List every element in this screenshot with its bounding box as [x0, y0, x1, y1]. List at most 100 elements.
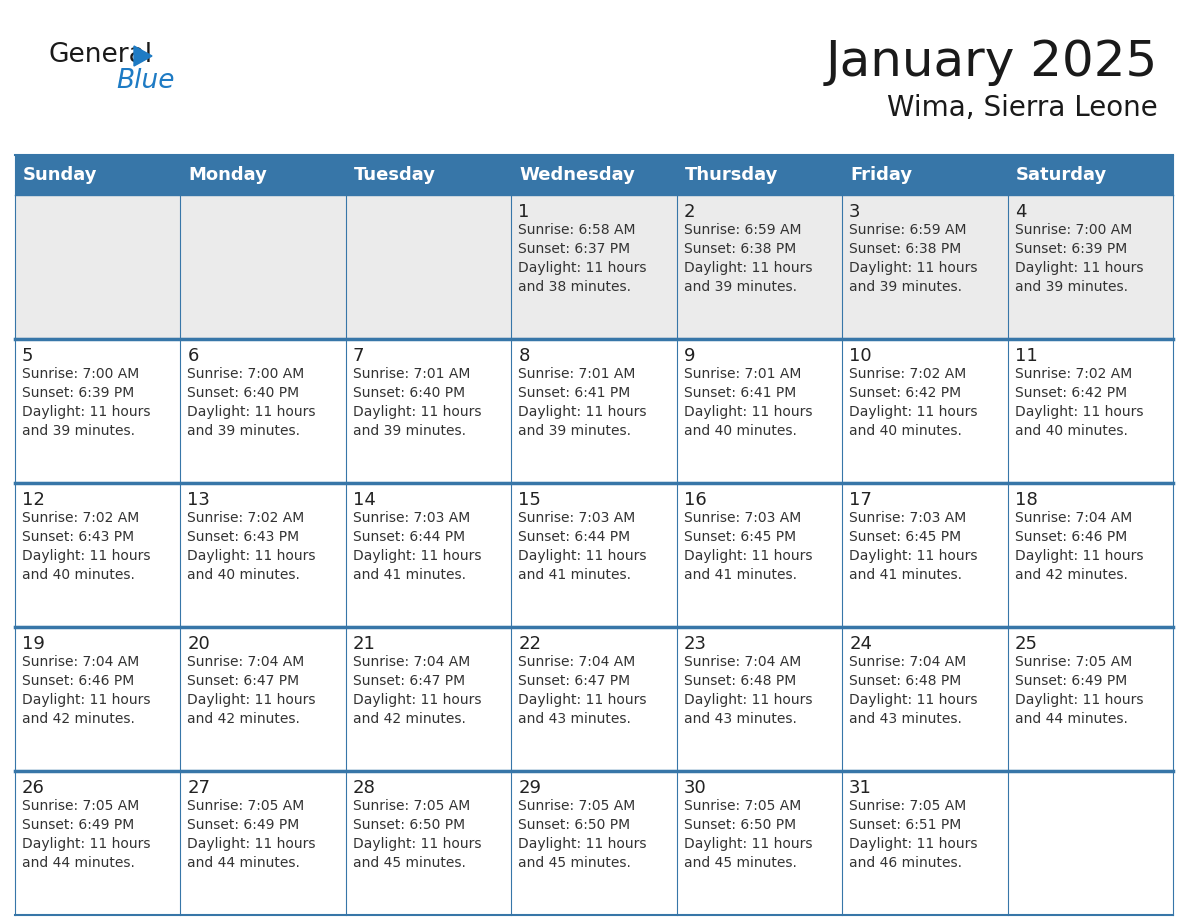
Text: Sunrise: 7:05 AM
Sunset: 6:49 PM
Daylight: 11 hours
and 44 minutes.: Sunrise: 7:05 AM Sunset: 6:49 PM Dayligh… [188, 799, 316, 870]
Text: Sunrise: 7:03 AM
Sunset: 6:45 PM
Daylight: 11 hours
and 41 minutes.: Sunrise: 7:03 AM Sunset: 6:45 PM Dayligh… [684, 511, 813, 582]
Text: Sunrise: 7:01 AM
Sunset: 6:41 PM
Daylight: 11 hours
and 40 minutes.: Sunrise: 7:01 AM Sunset: 6:41 PM Dayligh… [684, 367, 813, 438]
Bar [511, 195, 677, 339]
Bar [677, 195, 842, 339]
Bar [181, 483, 346, 627]
Text: 13: 13 [188, 491, 210, 509]
Text: Sunrise: 7:05 AM
Sunset: 6:51 PM
Daylight: 11 hours
and 46 minutes.: Sunrise: 7:05 AM Sunset: 6:51 PM Dayligh… [849, 799, 978, 870]
Text: Sunrise: 7:01 AM
Sunset: 6:41 PM
Daylight: 11 hours
and 39 minutes.: Sunrise: 7:01 AM Sunset: 6:41 PM Dayligh… [518, 367, 646, 438]
Bar [1007, 339, 1173, 483]
Bar [346, 195, 511, 339]
Bar [511, 483, 677, 627]
Bar [346, 483, 511, 627]
Bar [181, 339, 346, 483]
Text: Wednesday: Wednesday [519, 166, 636, 184]
Text: Sunrise: 6:59 AM
Sunset: 6:38 PM
Daylight: 11 hours
and 39 minutes.: Sunrise: 6:59 AM Sunset: 6:38 PM Dayligh… [849, 223, 978, 294]
Bar [181, 771, 346, 915]
Text: Thursday: Thursday [684, 166, 778, 184]
Bar [511, 339, 677, 483]
Text: Sunrise: 7:05 AM
Sunset: 6:49 PM
Daylight: 11 hours
and 44 minutes.: Sunrise: 7:05 AM Sunset: 6:49 PM Dayligh… [23, 799, 151, 870]
Text: General: General [48, 42, 152, 68]
Text: 5: 5 [23, 347, 33, 365]
Bar [1007, 483, 1173, 627]
Text: Sunrise: 7:03 AM
Sunset: 6:44 PM
Daylight: 11 hours
and 41 minutes.: Sunrise: 7:03 AM Sunset: 6:44 PM Dayligh… [353, 511, 481, 582]
Bar [677, 483, 842, 627]
Text: 3: 3 [849, 203, 860, 221]
Text: 29: 29 [518, 779, 542, 797]
Text: 17: 17 [849, 491, 872, 509]
Text: 19: 19 [23, 635, 45, 653]
Text: Blue: Blue [116, 68, 175, 94]
Text: 14: 14 [353, 491, 375, 509]
Bar [842, 771, 1007, 915]
Text: 20: 20 [188, 635, 210, 653]
Bar [842, 483, 1007, 627]
Text: Sunrise: 6:58 AM
Sunset: 6:37 PM
Daylight: 11 hours
and 38 minutes.: Sunrise: 6:58 AM Sunset: 6:37 PM Dayligh… [518, 223, 646, 294]
Bar [181, 155, 346, 195]
Bar [677, 771, 842, 915]
Text: 24: 24 [849, 635, 872, 653]
Text: Sunrise: 6:59 AM
Sunset: 6:38 PM
Daylight: 11 hours
and 39 minutes.: Sunrise: 6:59 AM Sunset: 6:38 PM Dayligh… [684, 223, 813, 294]
Bar [842, 339, 1007, 483]
Bar [842, 195, 1007, 339]
Bar [15, 195, 181, 339]
Bar [677, 339, 842, 483]
Text: 26: 26 [23, 779, 45, 797]
Text: Sunrise: 7:02 AM
Sunset: 6:42 PM
Daylight: 11 hours
and 40 minutes.: Sunrise: 7:02 AM Sunset: 6:42 PM Dayligh… [1015, 367, 1143, 438]
Text: 11: 11 [1015, 347, 1037, 365]
Bar [511, 627, 677, 771]
Text: 18: 18 [1015, 491, 1037, 509]
Bar [677, 155, 842, 195]
Text: Sunrise: 7:05 AM
Sunset: 6:50 PM
Daylight: 11 hours
and 45 minutes.: Sunrise: 7:05 AM Sunset: 6:50 PM Dayligh… [518, 799, 646, 870]
Bar [511, 771, 677, 915]
Text: 23: 23 [684, 635, 707, 653]
Text: Sunrise: 7:00 AM
Sunset: 6:39 PM
Daylight: 11 hours
and 39 minutes.: Sunrise: 7:00 AM Sunset: 6:39 PM Dayligh… [23, 367, 151, 438]
Bar [1007, 771, 1173, 915]
Text: Sunrise: 7:01 AM
Sunset: 6:40 PM
Daylight: 11 hours
and 39 minutes.: Sunrise: 7:01 AM Sunset: 6:40 PM Dayligh… [353, 367, 481, 438]
Text: Monday: Monday [189, 166, 267, 184]
Text: 30: 30 [684, 779, 707, 797]
Text: Friday: Friday [851, 166, 912, 184]
Text: 21: 21 [353, 635, 375, 653]
Text: Tuesday: Tuesday [354, 166, 436, 184]
Text: 4: 4 [1015, 203, 1026, 221]
Bar [181, 627, 346, 771]
Text: Sunrise: 7:04 AM
Sunset: 6:48 PM
Daylight: 11 hours
and 43 minutes.: Sunrise: 7:04 AM Sunset: 6:48 PM Dayligh… [684, 655, 813, 726]
Text: 8: 8 [518, 347, 530, 365]
Text: Sunrise: 7:03 AM
Sunset: 6:44 PM
Daylight: 11 hours
and 41 minutes.: Sunrise: 7:03 AM Sunset: 6:44 PM Dayligh… [518, 511, 646, 582]
Text: Sunrise: 7:04 AM
Sunset: 6:48 PM
Daylight: 11 hours
and 43 minutes.: Sunrise: 7:04 AM Sunset: 6:48 PM Dayligh… [849, 655, 978, 726]
Text: 31: 31 [849, 779, 872, 797]
Text: January 2025: January 2025 [826, 38, 1158, 86]
Text: 16: 16 [684, 491, 707, 509]
Text: Sunrise: 7:04 AM
Sunset: 6:47 PM
Daylight: 11 hours
and 42 minutes.: Sunrise: 7:04 AM Sunset: 6:47 PM Dayligh… [188, 655, 316, 726]
Text: Sunrise: 7:05 AM
Sunset: 6:50 PM
Daylight: 11 hours
and 45 minutes.: Sunrise: 7:05 AM Sunset: 6:50 PM Dayligh… [353, 799, 481, 870]
Text: 25: 25 [1015, 635, 1037, 653]
Text: Saturday: Saturday [1016, 166, 1107, 184]
Text: 9: 9 [684, 347, 695, 365]
Text: 2: 2 [684, 203, 695, 221]
Bar [842, 155, 1007, 195]
Text: Sunrise: 7:04 AM
Sunset: 6:46 PM
Daylight: 11 hours
and 42 minutes.: Sunrise: 7:04 AM Sunset: 6:46 PM Dayligh… [1015, 511, 1143, 582]
Text: 22: 22 [518, 635, 542, 653]
Text: Sunrise: 7:05 AM
Sunset: 6:50 PM
Daylight: 11 hours
and 45 minutes.: Sunrise: 7:05 AM Sunset: 6:50 PM Dayligh… [684, 799, 813, 870]
Text: Wima, Sierra Leone: Wima, Sierra Leone [887, 94, 1158, 122]
Text: Sunrise: 7:04 AM
Sunset: 6:47 PM
Daylight: 11 hours
and 43 minutes.: Sunrise: 7:04 AM Sunset: 6:47 PM Dayligh… [518, 655, 646, 726]
Bar [1007, 627, 1173, 771]
Text: 15: 15 [518, 491, 542, 509]
Text: Sunrise: 7:03 AM
Sunset: 6:45 PM
Daylight: 11 hours
and 41 minutes.: Sunrise: 7:03 AM Sunset: 6:45 PM Dayligh… [849, 511, 978, 582]
Text: Sunrise: 7:04 AM
Sunset: 6:47 PM
Daylight: 11 hours
and 42 minutes.: Sunrise: 7:04 AM Sunset: 6:47 PM Dayligh… [353, 655, 481, 726]
Bar [346, 339, 511, 483]
Text: 27: 27 [188, 779, 210, 797]
Polygon shape [134, 46, 152, 66]
Bar [15, 339, 181, 483]
Bar [15, 155, 181, 195]
Bar [15, 483, 181, 627]
Text: 12: 12 [23, 491, 45, 509]
Bar [1007, 195, 1173, 339]
Text: Sunrise: 7:02 AM
Sunset: 6:43 PM
Daylight: 11 hours
and 40 minutes.: Sunrise: 7:02 AM Sunset: 6:43 PM Dayligh… [23, 511, 151, 582]
Bar [15, 627, 181, 771]
Text: 6: 6 [188, 347, 198, 365]
Text: Sunrise: 7:00 AM
Sunset: 6:39 PM
Daylight: 11 hours
and 39 minutes.: Sunrise: 7:00 AM Sunset: 6:39 PM Dayligh… [1015, 223, 1143, 294]
Text: Sunrise: 7:00 AM
Sunset: 6:40 PM
Daylight: 11 hours
and 39 minutes.: Sunrise: 7:00 AM Sunset: 6:40 PM Dayligh… [188, 367, 316, 438]
Text: Sunrise: 7:02 AM
Sunset: 6:43 PM
Daylight: 11 hours
and 40 minutes.: Sunrise: 7:02 AM Sunset: 6:43 PM Dayligh… [188, 511, 316, 582]
Text: Sunrise: 7:02 AM
Sunset: 6:42 PM
Daylight: 11 hours
and 40 minutes.: Sunrise: 7:02 AM Sunset: 6:42 PM Dayligh… [849, 367, 978, 438]
